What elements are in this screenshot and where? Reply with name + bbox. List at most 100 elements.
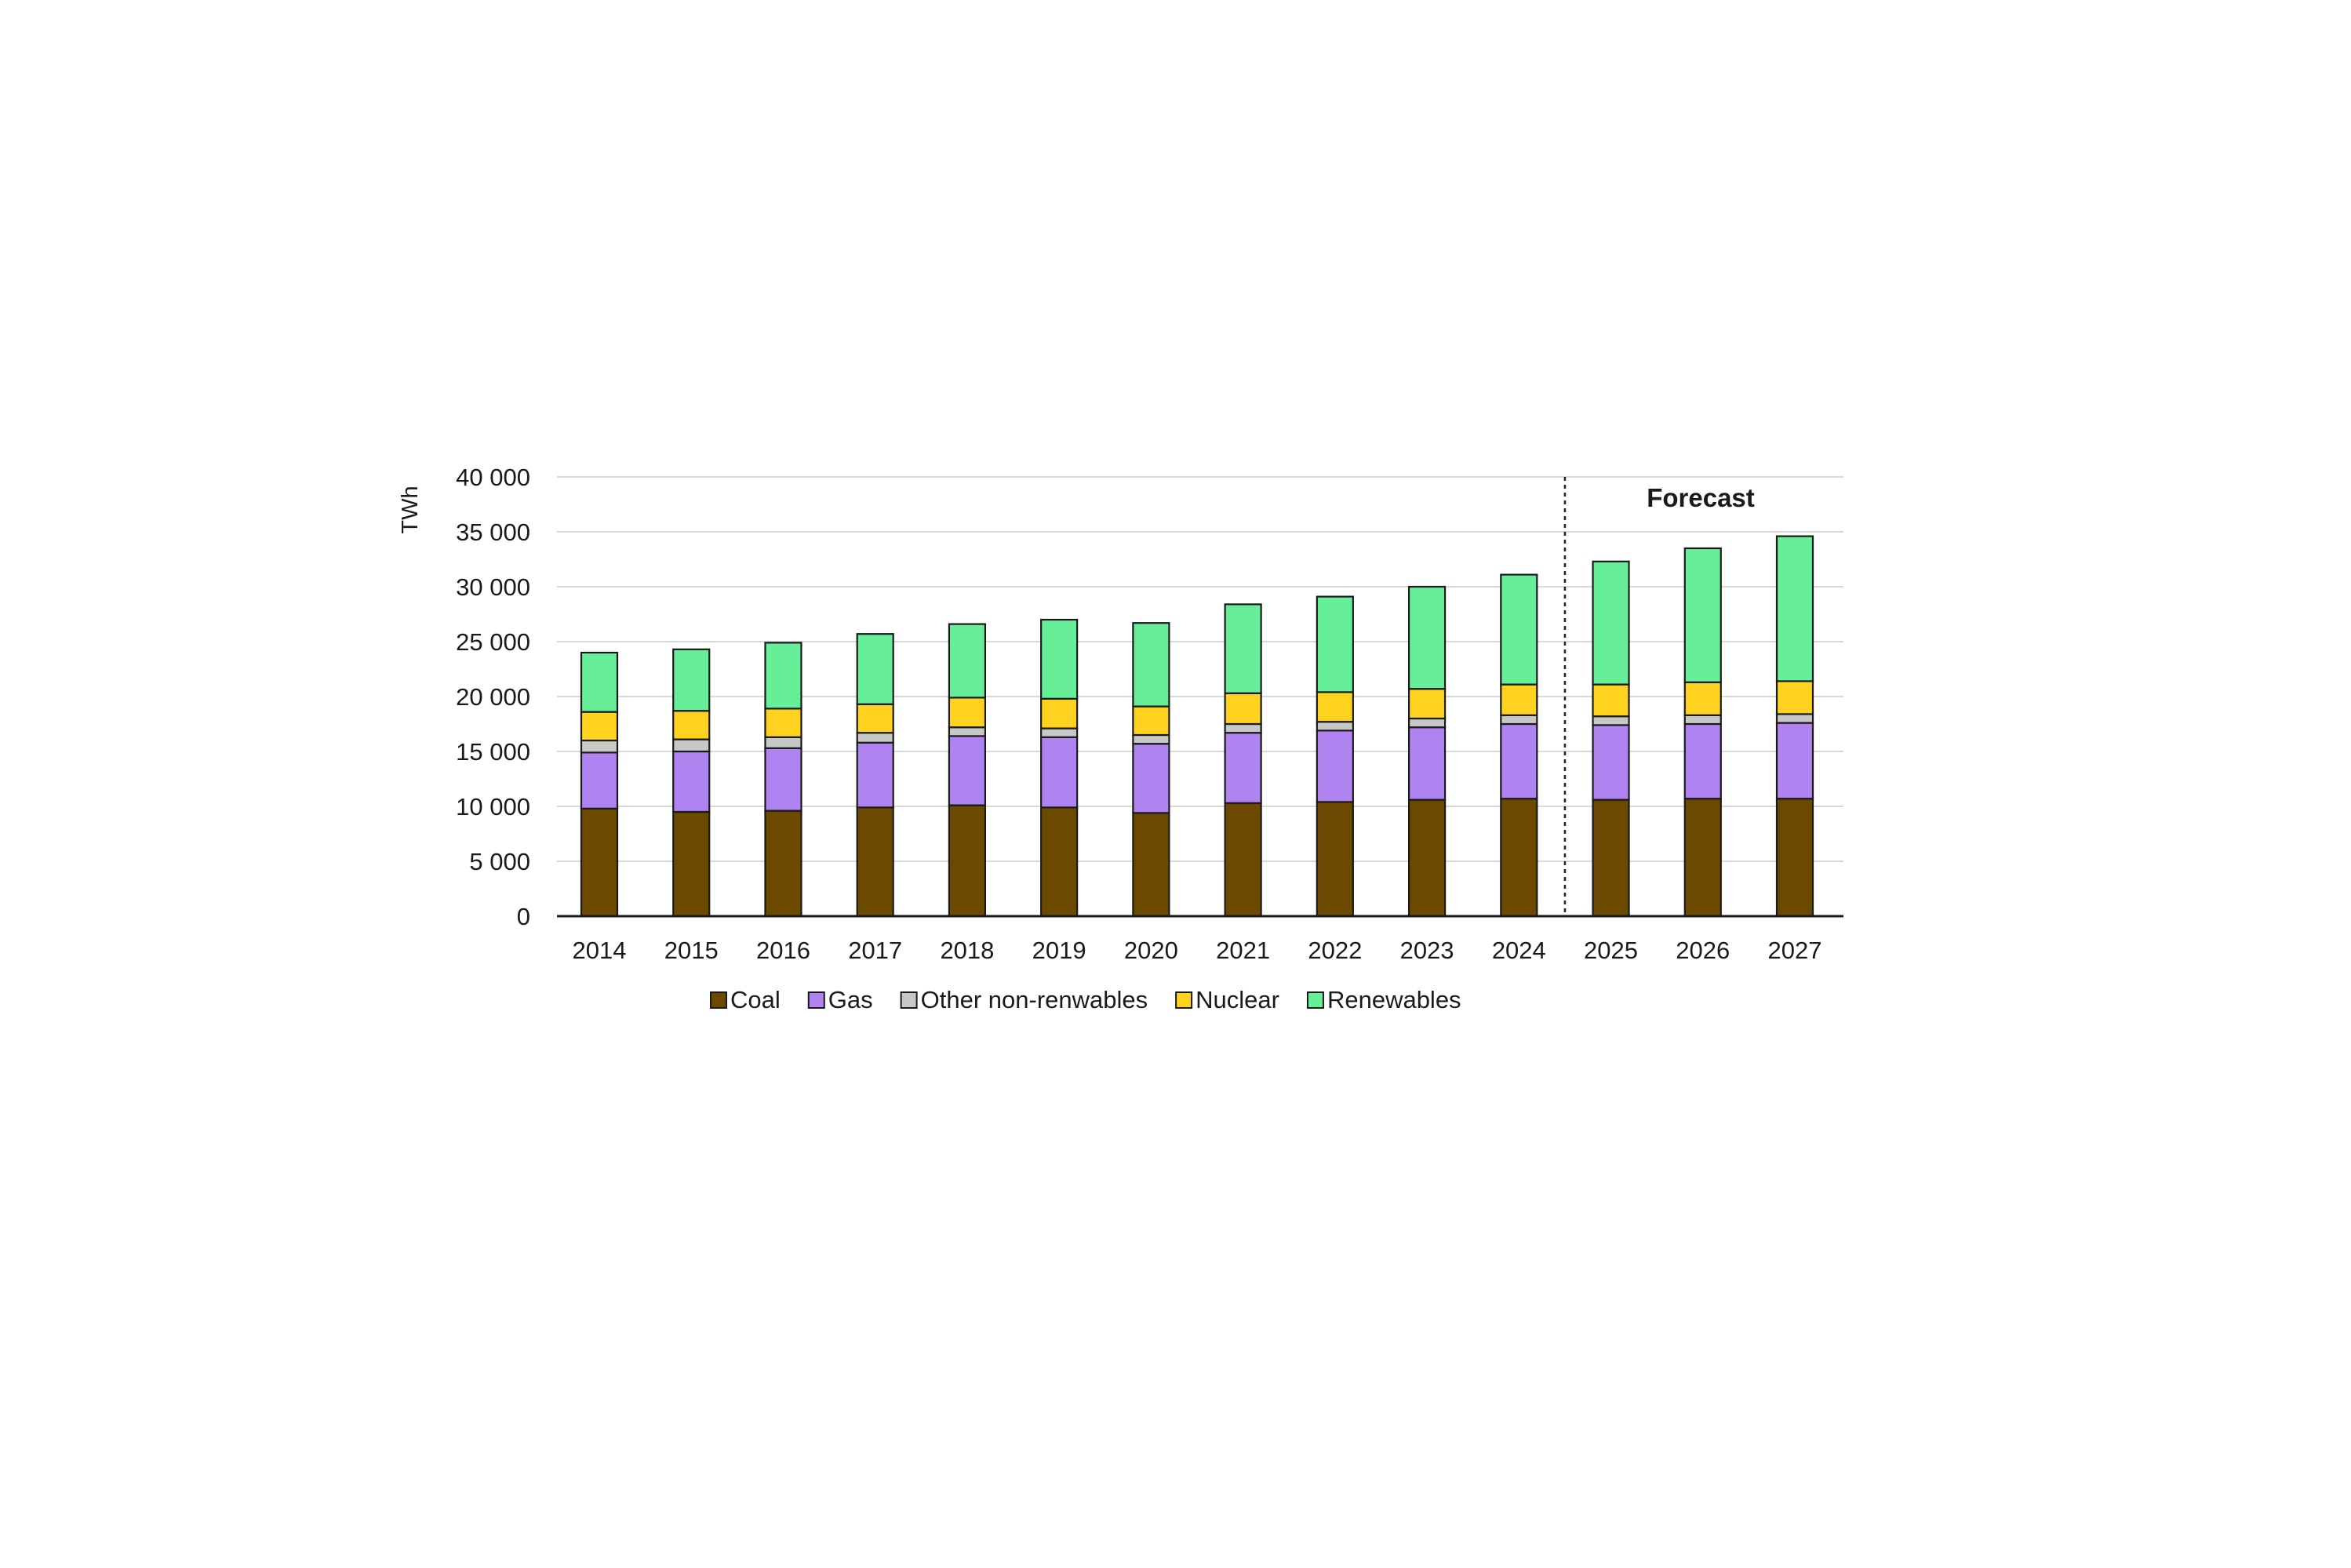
- forecast-label: Forecast: [1647, 483, 1755, 512]
- bar-segment-renewables: [948, 623, 987, 699]
- bar-segment-other-non-renwables: [1500, 714, 1538, 726]
- y-tick-label: 10 000: [456, 793, 530, 820]
- x-tick-label: 2027: [1768, 937, 1822, 964]
- y-tick-label: 30 000: [456, 573, 530, 601]
- bar-segment-other-non-renwables: [580, 739, 619, 754]
- x-tick-label: 2025: [1584, 937, 1638, 964]
- bar-segment-other-non-renwables: [1592, 715, 1630, 726]
- bar-segment-nuclear: [948, 697, 987, 729]
- y-tick-labels: 0 5 000 10 000 15 000 20 000 25 000 30 000 35 0…: [456, 464, 530, 930]
- bar-segment-gas: [580, 751, 619, 809]
- bar-segment-coal: [948, 804, 987, 918]
- x-tick-label: 2014: [573, 937, 627, 964]
- bar-segment-nuclear: [1132, 705, 1170, 737]
- bar-segment-coal: [1316, 801, 1354, 918]
- bar-segment-coal: [1132, 812, 1170, 918]
- bar-segment-gas: [1592, 724, 1630, 801]
- bar-segment-nuclear: [856, 703, 894, 734]
- legend-swatch: [1306, 991, 1324, 1009]
- bar-segment-gas: [764, 747, 802, 812]
- legend-label: Other non-renwables: [921, 986, 1148, 1013]
- bar-segment-other-non-renwables: [1040, 727, 1079, 738]
- bar-segment-nuclear: [580, 711, 619, 742]
- bars: [580, 535, 1814, 918]
- bar-segment-nuclear: [1407, 688, 1447, 720]
- bar-segment-nuclear: [1592, 683, 1630, 718]
- bar-segment-gas: [1683, 722, 1722, 800]
- bar-segment-gas: [1316, 729, 1354, 803]
- bar-segment-coal: [1683, 798, 1722, 918]
- gridlines: [557, 476, 1843, 862]
- x-tick-label: 2015: [664, 937, 719, 964]
- bar-segment-gas: [1132, 743, 1170, 814]
- bar-segment-gas: [672, 750, 711, 813]
- bar-segment-other-non-renwables: [1316, 721, 1354, 732]
- x-tick-label: 2020: [1124, 937, 1178, 964]
- bar-segment-coal: [1224, 802, 1262, 918]
- bar-segment-coal: [856, 806, 894, 918]
- bar-segment-gas: [948, 735, 987, 806]
- bar-segment-renewables: [764, 642, 802, 710]
- x-tick-label: 2024: [1492, 937, 1546, 964]
- bar-segment-nuclear: [764, 708, 802, 738]
- bar-segment-other-non-renwables: [1775, 713, 1814, 724]
- bar-segment-renewables: [1592, 560, 1630, 686]
- legend-label: Renewables: [1327, 986, 1461, 1013]
- x-tick-label: 2023: [1400, 937, 1454, 964]
- bar-segment-renewables: [1224, 603, 1262, 694]
- x-tick-label: 2017: [848, 937, 902, 964]
- y-tick-label: 5 000: [469, 848, 530, 875]
- bar-segment-coal: [1775, 798, 1814, 918]
- legend-swatch: [807, 991, 825, 1009]
- bar-segment-renewables: [1132, 622, 1170, 708]
- y-tick-label: 40 000: [456, 464, 530, 491]
- bar-segment-gas: [1775, 722, 1814, 800]
- bar-segment-other-non-renwables: [948, 726, 987, 737]
- bar-segment-nuclear: [672, 710, 711, 740]
- bar-segment-other-non-renwables: [764, 736, 802, 749]
- bar-segment-coal: [580, 807, 619, 918]
- bar-segment-coal: [1500, 798, 1538, 918]
- x-tick-label: 2018: [940, 937, 994, 964]
- x-tick-label: 2016: [756, 937, 810, 964]
- bar-segment-renewables: [580, 651, 619, 713]
- x-tick-label: 2019: [1032, 937, 1086, 964]
- bar-segment-gas: [1407, 726, 1447, 801]
- legend: Coal Gas Other non-renwables Nuclear Renewab…: [710, 986, 1461, 1013]
- y-tick-label: 25 000: [456, 628, 530, 656]
- legend-swatch: [900, 991, 918, 1009]
- y-axis-label: TWh: [398, 486, 423, 533]
- legend-swatch: [1175, 991, 1193, 1009]
- bar-segment-renewables: [672, 648, 711, 712]
- bar-segment-nuclear: [1683, 681, 1722, 716]
- bar-segment-nuclear: [1224, 692, 1262, 726]
- bar-segment-coal: [1040, 806, 1079, 918]
- x-tick-label: 2021: [1216, 937, 1270, 964]
- bar-segment-nuclear: [1500, 683, 1538, 716]
- bar-segment-renewables: [1775, 535, 1814, 682]
- bar-segment-other-non-renwables: [1683, 714, 1722, 726]
- y-tick-label: 0: [517, 903, 530, 930]
- y-tick-label: 35 000: [456, 518, 530, 546]
- bar-segment-other-non-renwables: [672, 738, 711, 753]
- bar-segment-other-non-renwables: [1132, 733, 1170, 745]
- x-tick-labels: 2014 2015 2016 2017 2018 2019 2020 2021 2022 2023…: [573, 937, 1822, 964]
- bar-segment-gas: [1224, 732, 1262, 804]
- bar-segment-other-non-renwables: [1407, 717, 1447, 729]
- legend-label: Gas: [828, 986, 873, 1013]
- bar-segment-nuclear: [1040, 697, 1079, 729]
- bar-segment-gas: [1500, 722, 1538, 800]
- bar-segment-renewables: [1407, 585, 1447, 690]
- legend-swatch: [710, 991, 727, 1009]
- bar-segment-nuclear: [1775, 680, 1814, 715]
- x-tick-label: 2022: [1308, 937, 1362, 964]
- bar-segment-other-non-renwables: [1224, 722, 1262, 734]
- bar-segment-nuclear: [1316, 691, 1354, 723]
- bar-segment-other-non-renwables: [856, 732, 894, 744]
- x-tick-label: 2026: [1676, 937, 1730, 964]
- bar-segment-coal: [1592, 799, 1630, 918]
- bar-segment-renewables: [1500, 573, 1538, 686]
- bar-segment-gas: [856, 741, 894, 809]
